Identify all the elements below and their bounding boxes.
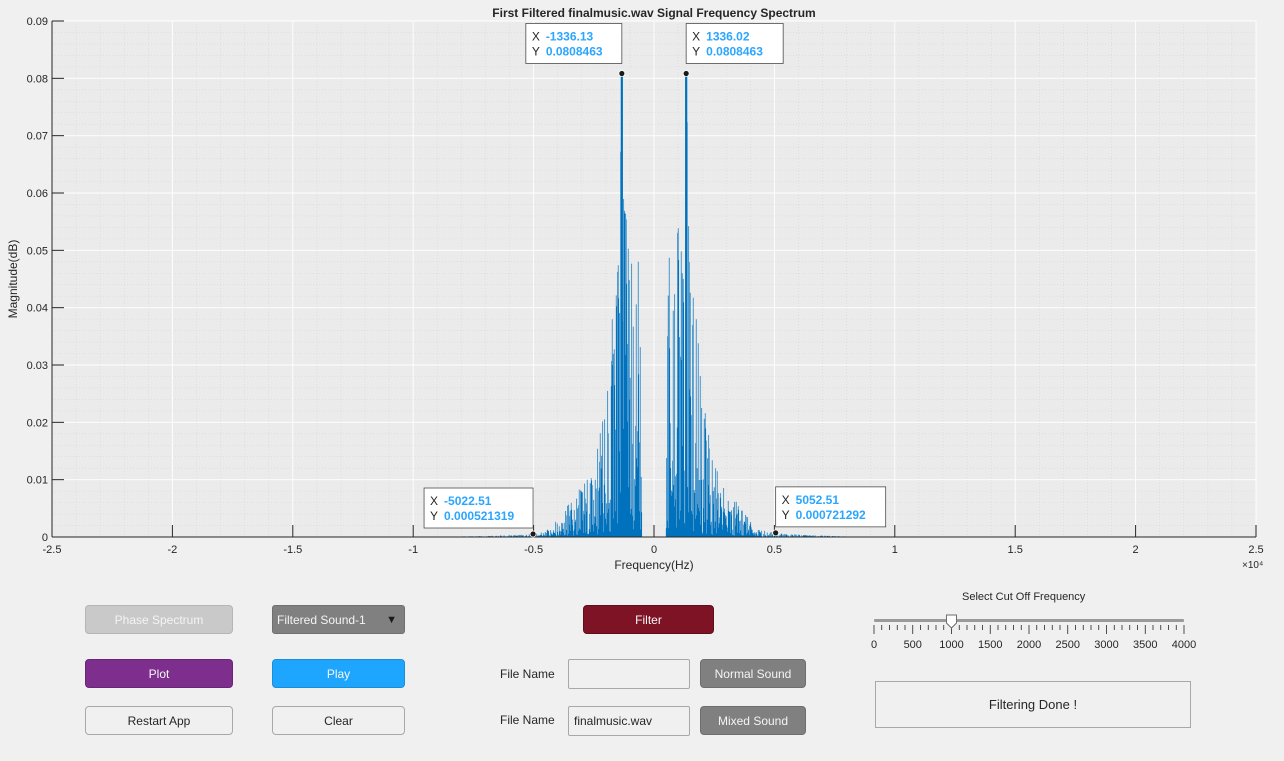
datatip-x-value: 5052.51: [796, 493, 840, 507]
x-tick-label: -0.5: [524, 544, 543, 556]
slider-tick-label: 1500: [978, 639, 1002, 651]
y-axis-label: Magnitude(dB): [6, 240, 20, 319]
datatip-marker: [529, 530, 537, 538]
y-tick-label: 0.06: [27, 188, 48, 200]
datatip-y-value: 0.000721292: [796, 508, 866, 522]
datatip-x-prefix: X: [782, 493, 790, 507]
datatip-marker: [682, 70, 690, 77]
x-tick-label: 2.5: [1248, 544, 1263, 556]
y-tick-label: 0.07: [27, 131, 48, 143]
y-tick-label: 0.02: [27, 417, 48, 429]
datatip-x-value: 1336.02: [706, 29, 750, 43]
cutoff-frequency-slider[interactable]: 0 500 1000 1500 2000 2500 3000 3500 4000: [864, 608, 1204, 654]
restart-app-button[interactable]: Restart App: [85, 706, 233, 735]
x-tick-label: 1.5: [1008, 544, 1023, 556]
slider-tick-label: 2000: [1017, 639, 1041, 651]
slider-tick-label: 4000: [1172, 639, 1196, 651]
datatip-y-value: 0.0808463: [546, 44, 603, 58]
plot-button[interactable]: Plot: [85, 659, 233, 688]
x-tick-label: 1: [892, 544, 898, 556]
datatip-x-prefix: X: [692, 29, 700, 43]
datatip-x-value: -1336.13: [546, 29, 594, 43]
x-tick-label: -2: [168, 544, 178, 556]
y-tick-label: 0.04: [27, 303, 48, 315]
datatip-y-prefix: Y: [532, 44, 540, 58]
datatip: X 1336.02 Y 0.0808463: [682, 23, 784, 77]
x-tick-label: -1.5: [283, 544, 302, 556]
datatip: X -1336.13 Y 0.0808463: [525, 23, 626, 77]
y-tick-label: 0.08: [27, 73, 48, 85]
x-tick-label: -1: [408, 544, 418, 556]
y-tick-label: 0.01: [27, 475, 48, 487]
datatip-y-prefix: Y: [782, 508, 790, 522]
slider-tick-label: 2500: [1056, 639, 1080, 651]
file-name-field-2[interactable]: finalmusic.wav: [568, 706, 690, 736]
datatip-box: [775, 486, 887, 528]
clear-button[interactable]: Clear: [272, 706, 405, 735]
slider-tick-label: 0: [871, 639, 877, 651]
slider-tick-label: 3500: [1133, 639, 1157, 651]
x-tick-label: 2: [1133, 544, 1139, 556]
mixed-sound-button[interactable]: Mixed Sound: [700, 706, 806, 735]
datatip-x-prefix: X: [532, 29, 540, 43]
chart-title: First Filtered finalmusic.wav Signal Fre…: [492, 6, 815, 20]
filter-button[interactable]: Filter: [583, 605, 714, 634]
status-text: Filtering Done !: [988, 697, 1078, 712]
chevron-down-icon: ▼: [386, 613, 397, 626]
y-tick-label: 0: [42, 532, 48, 544]
datatip-y-prefix: Y: [430, 509, 438, 523]
x-axis-label: Frequency(Hz): [614, 558, 693, 572]
x-tick-label: -2.5: [43, 544, 62, 556]
play-button[interactable]: Play: [272, 659, 405, 688]
datatip: X 5052.51 Y 0.000721292: [772, 486, 887, 537]
slider-tick-label: 3000: [1094, 639, 1118, 651]
datatip-x-prefix: X: [430, 494, 438, 508]
datatip-marker: [772, 529, 780, 537]
sound-select-value: Filtered Sound-1: [277, 612, 366, 627]
x-exponent-label: ×10⁴: [1242, 560, 1263, 571]
file-name-label-1: File Name: [500, 667, 555, 681]
x-tick-label: 0: [651, 544, 657, 556]
x-tick-label: 0.5: [767, 544, 782, 556]
y-tick-label: 0.09: [27, 16, 48, 28]
datatip-box: [423, 487, 534, 529]
sound-select[interactable]: Filtered Sound-1 ▼: [272, 605, 405, 634]
datatip: X -5022.51 Y 0.000521319: [423, 487, 537, 538]
file-name-field-1[interactable]: [568, 659, 690, 689]
phase-spectrum-button[interactable]: Phase Spectrum: [85, 605, 233, 634]
slider-thumb[interactable]: [946, 614, 957, 629]
y-tick-label: 0.03: [27, 360, 48, 372]
spectrum-chart: -2.5 -2 -1.5 -1 -0.5 0 0.5 1 1.5 2 2.5 0 0.01 0.02 0.0…: [6, 6, 1264, 572]
slider-title: Select Cut Off Frequency: [962, 591, 1086, 603]
normal-sound-button[interactable]: Normal Sound: [700, 659, 806, 688]
slider-tick-label: 1000: [939, 639, 963, 651]
file-name-label-2: File Name: [500, 713, 555, 727]
datatip-x-value: -5022.51: [444, 494, 492, 508]
datatip-y-value: 0.0808463: [706, 44, 763, 58]
datatip-y-prefix: Y: [692, 44, 700, 58]
status-panel: Filtering Done !: [875, 681, 1191, 728]
datatip-marker: [618, 70, 626, 77]
datatip-box: [525, 23, 623, 64]
datatip-box: [685, 23, 784, 64]
y-tick-label: 0.05: [27, 245, 48, 257]
slider-tick-label: 500: [904, 639, 922, 651]
datatip-y-value: 0.000521319: [444, 509, 514, 523]
slider-track: [874, 619, 1184, 622]
